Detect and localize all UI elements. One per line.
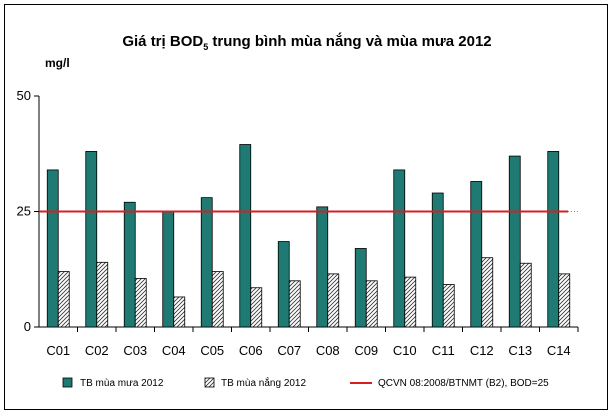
bar-C07-series-1 (277, 241, 290, 328)
chart-title: Giá trị BOD5 trung bình mùa nắng và mùa … (122, 32, 491, 52)
x-tick-label-C08: C08 (316, 343, 340, 358)
x-tick-label-C07: C07 (277, 343, 301, 358)
chart-title-subscript: 5 (203, 42, 208, 52)
legend-label-dry: TB mùa nắng 2012 (221, 376, 306, 389)
y-tick-label: 25 (17, 204, 31, 219)
y-tick-label: 50 (17, 88, 31, 103)
x-tick-label-C05: C05 (200, 343, 224, 358)
x-tick-label-C09: C09 (354, 343, 378, 358)
x-tick-label-C10: C10 (393, 343, 417, 358)
bar-C08-series-1 (316, 206, 329, 328)
x-tick-label-C11: C11 (432, 343, 455, 358)
bar-C08-series-2 (327, 273, 340, 328)
bar-C06-series-2 (250, 287, 263, 328)
bar-C14-series-2 (558, 273, 571, 328)
bar-C02-series-1 (85, 151, 98, 328)
x-tick-label-C06: C06 (239, 343, 263, 358)
bar-C09-series-2 (365, 280, 378, 328)
bar-C07-series-2 (288, 280, 301, 328)
x-tick-label-C02: C02 (85, 343, 109, 358)
bar-C10-series-1 (393, 169, 406, 328)
bar-C01-series-1 (46, 169, 59, 328)
x-tick-label-C03: C03 (123, 343, 147, 358)
x-tick-label-C13: C13 (508, 343, 532, 358)
legend-label-reference: QCVN 08:2008/BTNMT (B2), BOD=25 (378, 378, 549, 389)
chart-title-rest: trung bình mùa nắng và mùa mưa 2012 (208, 32, 491, 50)
bar-C04-series-1 (162, 211, 175, 328)
bar-C12-series-2 (481, 257, 494, 328)
bar-C11-series-1 (431, 192, 444, 328)
bar-C06-series-1 (239, 144, 252, 328)
x-tick-label-C01: C01 (46, 343, 70, 358)
chart-frame (4, 4, 608, 410)
x-tick-label-C14: C14 (547, 343, 571, 358)
x-tick-label-C12: C12 (470, 343, 494, 358)
legend-swatch-rainy (62, 377, 73, 388)
bar-C04-series-2 (173, 296, 186, 328)
bar-C03-series-1 (123, 201, 136, 328)
bar-C02-series-2 (96, 261, 109, 328)
y-axis-unit-label: mg/l (45, 56, 70, 70)
legend: TB mùa mưa 2012 TB mùa nắng 2012 QCVN 08:2… (62, 376, 549, 389)
bar-C13-series-2 (519, 262, 532, 328)
bar-C01-series-2 (57, 271, 70, 328)
plot-area: 0 25 50 C01 C02 C03 C04 C05 C06 C07 C08 C09 C10 C11 C1… (17, 88, 579, 358)
bar-C03-series-2 (134, 278, 147, 328)
legend-label-rainy: TB mùa mưa 2012 (80, 378, 164, 389)
bar-C05-series-1 (200, 197, 213, 328)
bar-C05-series-2 (211, 271, 224, 328)
x-tick-label-C04: C04 (162, 343, 186, 358)
bar-C12-series-1 (470, 181, 483, 328)
legend-swatch-dry (204, 377, 215, 388)
y-tick-label: 0 (24, 319, 31, 334)
bar-C11-series-2 (442, 284, 455, 328)
bar-C10-series-2 (404, 276, 417, 328)
bar-C14-series-1 (547, 151, 560, 328)
bar-C13-series-1 (508, 155, 521, 328)
chart-title-main: Giá trị BOD (122, 33, 203, 50)
bar-C09-series-1 (354, 248, 367, 328)
